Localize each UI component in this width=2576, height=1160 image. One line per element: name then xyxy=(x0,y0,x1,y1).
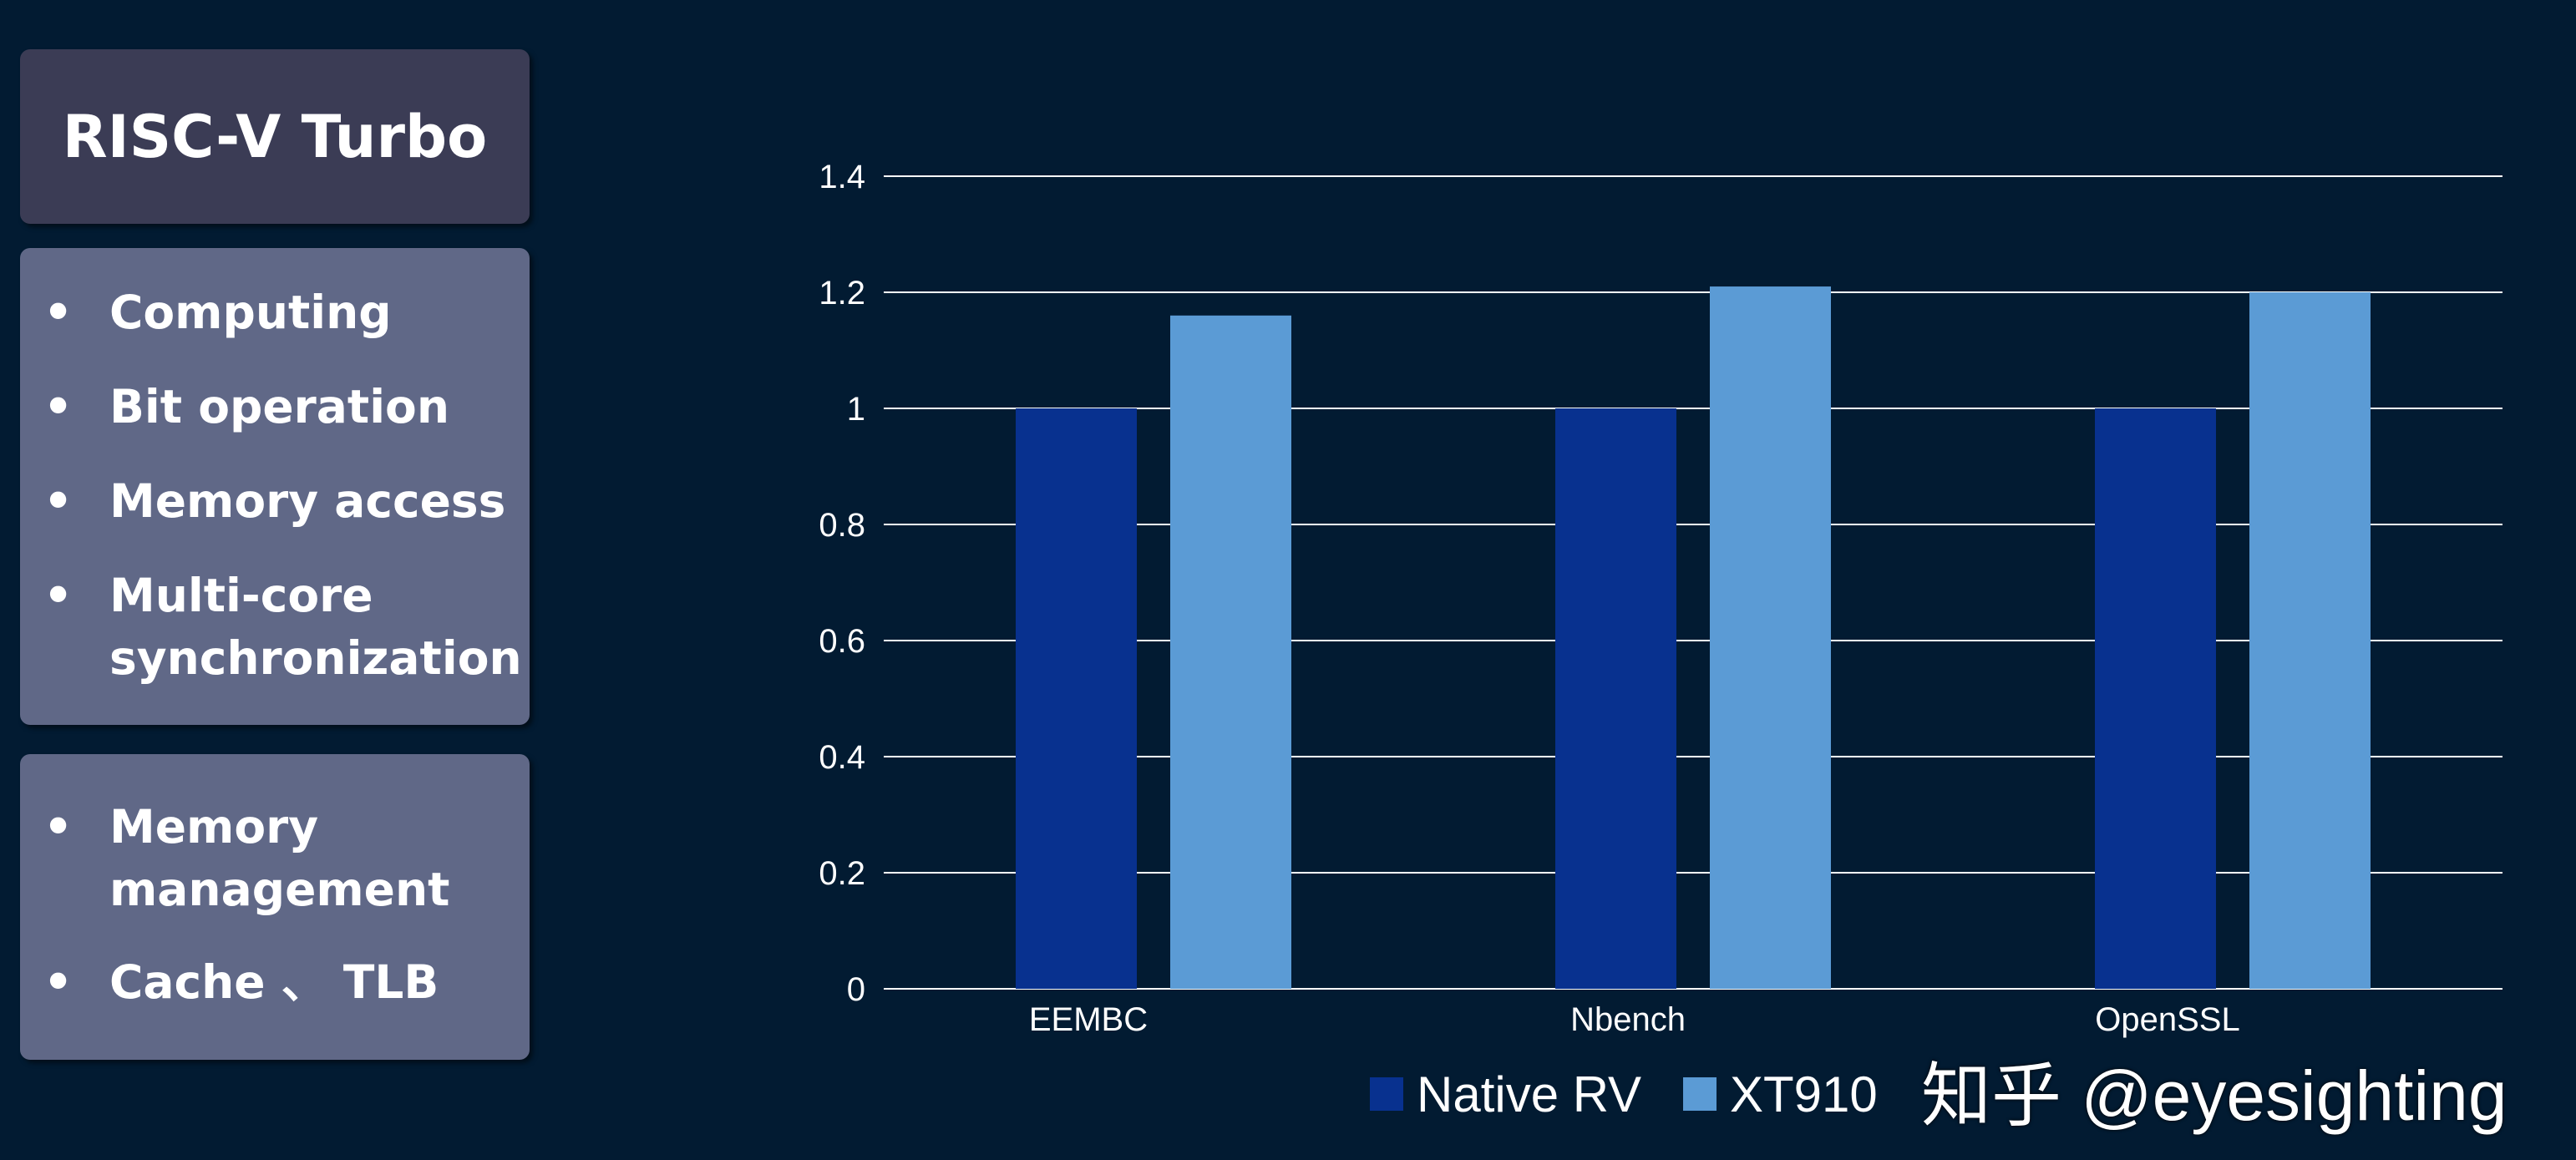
feature-list-1: Computing Bit operation Memory access Mu… xyxy=(20,248,530,725)
y-tick-label: 1 xyxy=(847,391,865,428)
list-item: Multi-core synchronization xyxy=(20,565,522,690)
bar-xt910 xyxy=(1710,286,1831,989)
bar-xt910 xyxy=(1170,315,1291,989)
list-item: Memory management xyxy=(20,796,449,921)
legend-label: Native RV xyxy=(1417,1066,1641,1122)
y-tick-label: 0.2 xyxy=(819,855,865,892)
list-item: Memory access xyxy=(20,470,530,533)
y-tick-label: 0.6 xyxy=(819,623,865,660)
feature-list-2: Memory management Cache 、 TLB xyxy=(20,754,530,1060)
legend-swatch xyxy=(1683,1077,1717,1111)
x-tick-label: OpenSSL xyxy=(2095,1001,2239,1038)
y-tick-label: 0.8 xyxy=(819,507,865,544)
x-tick-label: EEMBC xyxy=(1029,1001,1148,1038)
watermark: 知乎 @eyesighting xyxy=(1921,1056,2508,1135)
bar-native-rv xyxy=(1016,408,1137,989)
bar-native-rv xyxy=(1555,408,1676,989)
panel-title-text: RISC-V Turbo xyxy=(62,102,488,171)
list-item: Bit operation xyxy=(20,376,530,438)
bar-xt910 xyxy=(2249,292,2371,989)
legend-swatch xyxy=(1370,1077,1403,1111)
y-tick-label: 1.2 xyxy=(819,275,865,312)
list-item: Cache 、 TLB xyxy=(20,951,530,1014)
list-item: Computing xyxy=(20,281,530,344)
panel-title: RISC-V Turbo xyxy=(20,49,530,224)
legend-label: XT910 xyxy=(1730,1066,1878,1122)
bar-native-rv xyxy=(2095,408,2216,989)
x-tick-label: Nbench xyxy=(1570,1001,1686,1038)
y-tick-label: 0.4 xyxy=(819,739,865,776)
y-tick-label: 0 xyxy=(847,971,865,1008)
y-tick-label: 1.4 xyxy=(819,159,865,195)
